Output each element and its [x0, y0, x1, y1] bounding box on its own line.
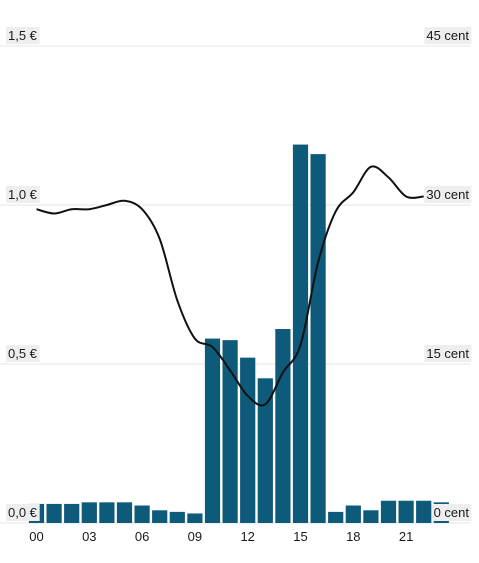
bar-hour-01: [46, 503, 62, 523]
right-tick-label-group: 15 cent: [424, 345, 472, 362]
x-tick-label: 15: [293, 529, 307, 544]
bar-hour-05: [116, 502, 133, 523]
bar-hour-10: [204, 338, 221, 523]
bar-hour-08: [169, 511, 185, 523]
price-line: [36, 165, 424, 407]
left-tick-label-group: 0,5 €: [6, 345, 40, 362]
right-tick-label: 30 cent: [426, 187, 469, 202]
bar-hour-17: [328, 511, 344, 523]
label-layer: 0,0 € 0,5 € 1,0 € 1,5 € 0 cent 15 cent 30 cent…: [6, 27, 472, 544]
bar-layer: [28, 144, 449, 523]
left-tick-label-bg: [6, 27, 40, 44]
left-tick-label-group: 1,0 €: [6, 186, 40, 203]
bar-hour-19: [363, 510, 379, 523]
left-tick-label-bg: [6, 504, 40, 521]
right-tick-label-group: 0 cent: [431, 504, 472, 521]
bar-hour-22: [416, 500, 432, 523]
bar-hour-20: [380, 500, 397, 523]
left-tick-label: 1,0 €: [8, 187, 38, 202]
right-tick-label-group: 30 cent: [424, 186, 472, 203]
bar-hour-02: [64, 503, 80, 523]
bar-hour-15: [292, 144, 309, 523]
right-tick-label-bg: [424, 186, 472, 203]
bar-hour-21: [398, 500, 414, 523]
line-layer: [36, 165, 424, 407]
x-tick-label: 00: [29, 529, 43, 544]
left-tick-label: 0,0 €: [8, 505, 38, 520]
right-tick-label-bg: [424, 345, 472, 362]
right-tick-label: 0 cent: [434, 505, 470, 520]
right-tick-label: 45 cent: [426, 28, 469, 43]
bar-hour-16: [310, 154, 326, 523]
x-tick-label: 03: [82, 529, 96, 544]
bar-hour-14: [275, 329, 291, 523]
right-tick-label-bg: [424, 27, 472, 44]
bar-hour-13: [257, 378, 273, 523]
left-tick-label: 1,5 €: [8, 28, 38, 43]
left-tick-label-bg: [6, 345, 40, 362]
bar-hour-03: [81, 502, 97, 523]
bar-hour-06: [134, 505, 150, 523]
bar-hour-11: [222, 340, 238, 523]
bar-hour-12: [240, 357, 256, 523]
left-tick-label-bg: [6, 186, 40, 203]
left-tick-label: 0,5 €: [8, 346, 38, 361]
left-tick-label-group: 0,0 €: [6, 504, 40, 521]
bar-hour-07: [152, 510, 168, 523]
x-tick-label: 09: [188, 529, 202, 544]
left-tick-label-group: 1,5 €: [6, 27, 40, 44]
right-tick-label-bg: [431, 504, 472, 521]
right-tick-label: 15 cent: [426, 346, 469, 361]
x-tick-label: 21: [399, 529, 413, 544]
right-tick-label-group: 45 cent: [424, 27, 472, 44]
bar-hour-04: [99, 502, 115, 523]
x-tick-label: 06: [135, 529, 149, 544]
bar-hour-18: [345, 505, 361, 523]
x-tick-label: 18: [346, 529, 360, 544]
x-tick-label: 12: [240, 529, 254, 544]
bar-hour-09: [187, 513, 203, 523]
